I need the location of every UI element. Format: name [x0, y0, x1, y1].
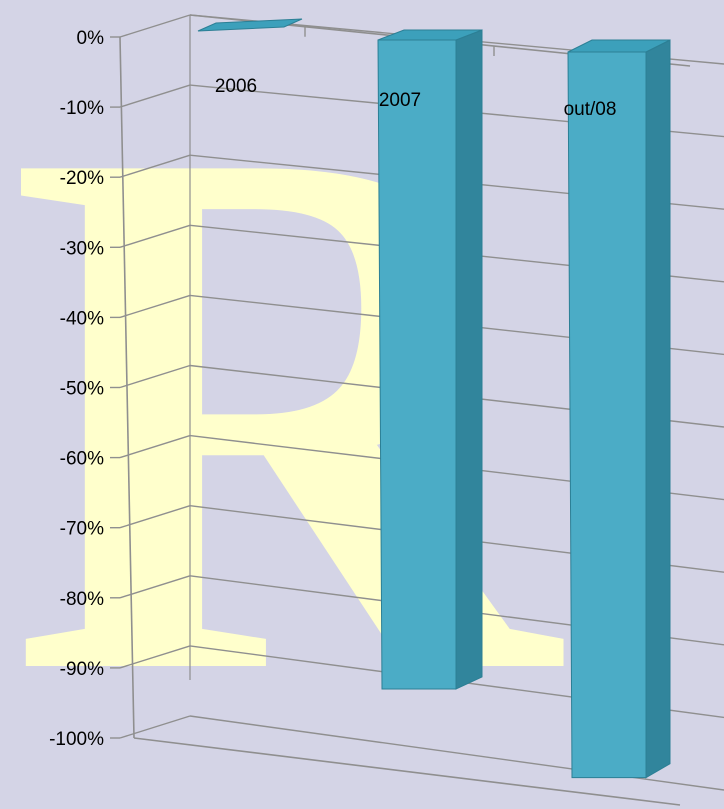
bar-top	[377, 29, 483, 41]
y-axis-tick-labels: 0% -10% -20% -30% -40% -50% -60% -70% -80% -90% -1…	[49, 28, 104, 750]
gridline-depth	[119, 14, 191, 38]
gridline-depth	[119, 715, 191, 739]
gridline-depth	[119, 84, 191, 108]
bar-2006	[197, 18, 303, 32]
gridline-depth	[119, 505, 191, 529]
gridline-depth	[119, 154, 191, 178]
bars	[197, 18, 671, 779]
gridline-depth	[119, 645, 191, 669]
category-label: out/08	[564, 99, 617, 120]
y-tick-label: -40%	[60, 308, 104, 329]
category-label: 2007	[379, 90, 421, 111]
bar-side	[645, 39, 671, 779]
gridline-depth	[119, 364, 191, 389]
category-label: 2006	[215, 76, 257, 97]
bar-2007	[377, 29, 483, 690]
bar-top	[197, 18, 303, 32]
bar-front	[567, 51, 647, 779]
y-tick-label: -80%	[60, 589, 104, 610]
y-tick-label: -90%	[60, 659, 104, 680]
category-labels: 2006 2007 out/08	[215, 76, 617, 120]
gridline-depth	[119, 294, 191, 319]
y-tick-label: -20%	[60, 168, 104, 189]
y-tick-label: -50%	[60, 379, 104, 400]
y-tick-label: -100%	[49, 729, 104, 750]
y-tick-label: -10%	[60, 98, 104, 119]
floor-front-line	[133, 737, 681, 806]
gridline-depth	[119, 224, 191, 248]
bar-out/08	[567, 39, 671, 779]
bar-front	[377, 39, 457, 690]
gridline-depth	[119, 434, 191, 459]
bar-top	[567, 39, 671, 53]
bar-side	[455, 29, 483, 690]
value-axis-line	[119, 36, 135, 739]
y-tick-label: -70%	[60, 519, 104, 540]
y-tick-label: -30%	[60, 238, 104, 259]
y-tick-label: 0%	[77, 28, 105, 49]
y-tick-label: -60%	[60, 449, 104, 470]
